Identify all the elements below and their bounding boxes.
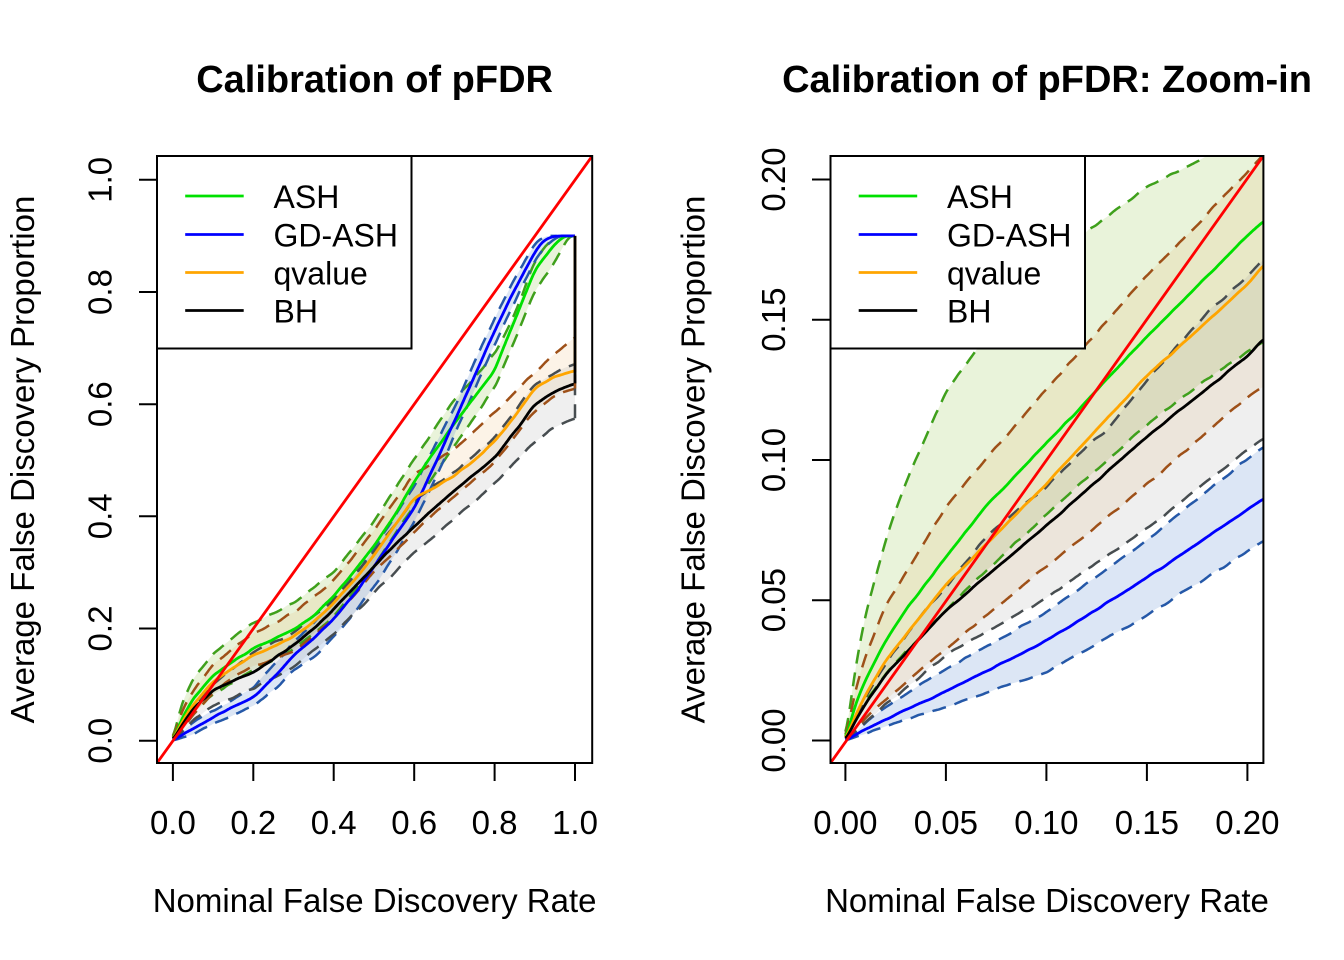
- svg-text:0.00: 0.00: [755, 708, 792, 772]
- svg-text:0.8: 0.8: [472, 804, 518, 841]
- svg-text:BH: BH: [947, 293, 991, 329]
- svg-text:0.2: 0.2: [82, 606, 119, 652]
- svg-text:GD-ASH: GD-ASH: [274, 217, 398, 253]
- svg-text:0.2: 0.2: [230, 804, 276, 841]
- svg-text:0.20: 0.20: [755, 147, 792, 211]
- svg-text:0.05: 0.05: [755, 568, 792, 632]
- svg-text:1.0: 1.0: [552, 804, 598, 841]
- svg-text:0.0: 0.0: [150, 804, 196, 841]
- svg-text:qvalue: qvalue: [947, 255, 1041, 291]
- svg-text:0.00: 0.00: [813, 804, 877, 841]
- svg-text:0.05: 0.05: [914, 804, 978, 841]
- svg-text:0.6: 0.6: [391, 804, 437, 841]
- svg-text:ASH: ASH: [947, 179, 1013, 215]
- svg-text:0.8: 0.8: [82, 269, 119, 315]
- svg-text:Calibration of pFDR: Calibration of pFDR: [196, 59, 553, 101]
- svg-text:ASH: ASH: [274, 179, 340, 215]
- svg-text:0.15: 0.15: [1115, 804, 1179, 841]
- svg-text:GD-ASH: GD-ASH: [947, 217, 1071, 253]
- svg-text:1.0: 1.0: [82, 157, 119, 203]
- svg-text:0.10: 0.10: [755, 428, 792, 492]
- svg-text:0.0: 0.0: [82, 718, 119, 764]
- svg-text:0.10: 0.10: [1014, 804, 1078, 841]
- svg-text:0.20: 0.20: [1215, 804, 1279, 841]
- svg-text:Average False Discovery Propor: Average False Discovery Proportion: [4, 196, 41, 724]
- svg-text:qvalue: qvalue: [274, 255, 368, 291]
- svg-text:0.6: 0.6: [82, 381, 119, 427]
- svg-text:Nominal False Discovery Rate: Nominal False Discovery Rate: [153, 882, 597, 919]
- svg-text:Nominal False Discovery Rate: Nominal False Discovery Rate: [825, 882, 1269, 919]
- svg-text:Average False Discovery Propor: Average False Discovery Proportion: [675, 196, 712, 724]
- svg-text:Calibration of pFDR: Zoom-in: Calibration of pFDR: Zoom-in: [782, 59, 1312, 101]
- svg-text:0.4: 0.4: [82, 493, 119, 539]
- svg-text:0.15: 0.15: [755, 288, 792, 352]
- svg-text:0.4: 0.4: [311, 804, 357, 841]
- svg-text:BH: BH: [274, 293, 318, 329]
